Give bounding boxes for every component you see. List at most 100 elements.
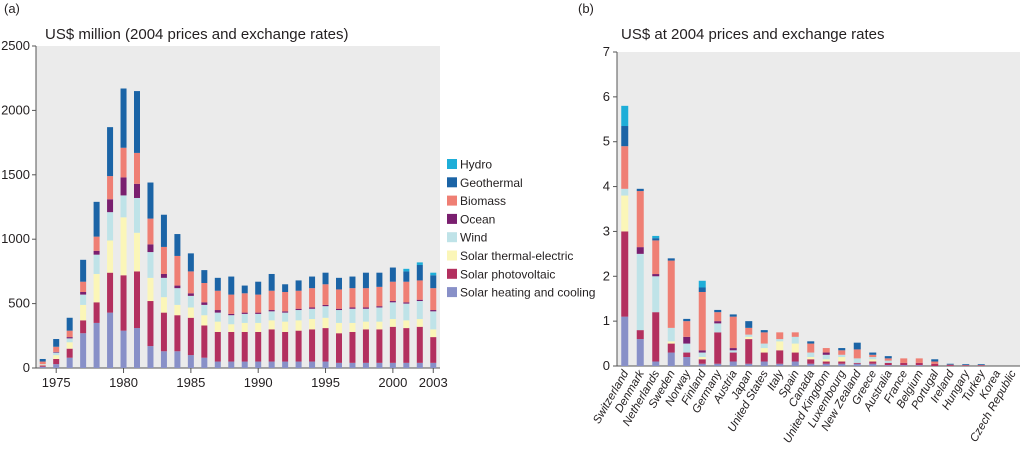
bar-ocean-1995 <box>322 304 329 307</box>
bar-wind-2002 <box>416 301 423 320</box>
bar-solar-photovoltaic-denmark <box>636 330 644 340</box>
panel-b-label: (b) <box>578 1 594 16</box>
bar-biomass-belgium <box>915 358 923 363</box>
bar-biomass-germany <box>714 312 722 322</box>
bar-solar-photovoltaic-austria <box>729 352 737 362</box>
bar-geothermal-1987 <box>214 277 221 291</box>
bar-ocean-1996 <box>336 308 342 311</box>
bar-solar-thermal-electric-2001 <box>403 320 410 329</box>
bar-solar-thermal-electric-1996 <box>336 322 342 334</box>
bar-biomass-canada <box>807 343 815 353</box>
bar-solar-thermal-electric-1979 <box>107 240 114 273</box>
bar-wind-luxembourg <box>838 354 846 358</box>
bar-geothermal-1988 <box>228 276 235 295</box>
panel-b-title: US$ at 2004 prices and exchange rates <box>621 26 885 43</box>
bar-ocean-2001 <box>403 302 410 304</box>
bar-solar-heating-and-cooling-1983 <box>160 351 167 368</box>
bar-solar-heating-and-cooling-1987 <box>214 361 221 368</box>
bar-geothermal-switzerland <box>621 126 629 147</box>
bar-wind-new-zealand <box>853 358 861 363</box>
bar-wind-1997 <box>349 308 356 323</box>
legend-label-solar-thermal-electric: Solar thermal-electric <box>460 249 573 263</box>
bar-geothermal-1984 <box>174 234 181 256</box>
bar-solar-photovoltaic-2003 <box>430 337 437 363</box>
bar-solar-thermal-electric-japan <box>745 336 753 340</box>
bar-solar-photovoltaic-1989 <box>241 331 248 362</box>
y-tick-label: 4 <box>603 179 610 194</box>
bar-wind-1983 <box>160 277 167 298</box>
bar-geothermal-1974 <box>39 358 46 362</box>
bar-hydro-2003 <box>430 272 437 276</box>
bar-geothermal-1997 <box>349 276 356 289</box>
bar-geothermal-germany <box>714 309 722 313</box>
bar-solar-thermal-electric-italy <box>776 341 784 351</box>
bar-biomass-1984 <box>174 255 181 286</box>
bar-geothermal-ireland <box>946 363 954 365</box>
bar-solar-photovoltaic-1978 <box>93 302 100 323</box>
bar-solar-photovoltaic-new-zealand <box>853 362 861 364</box>
legend-label-ocean: Ocean <box>460 212 495 226</box>
legend-swatch-solar-photovoltaic <box>447 268 457 279</box>
bar-ocean-netherlands <box>652 274 660 277</box>
bar-solar-photovoltaic-1977 <box>80 320 87 334</box>
bar-wind-1992 <box>282 312 289 322</box>
bar-solar-thermal-electric-1997 <box>349 322 356 332</box>
bar-solar-photovoltaic-1993 <box>295 330 302 362</box>
y-tick-label: 1000 <box>1 231 30 246</box>
bar-biomass-1987 <box>214 290 221 311</box>
bar-solar-thermal-electric-1987 <box>214 321 221 332</box>
bar-solar-thermal-electric-1977 <box>80 304 87 321</box>
bar-wind-1979 <box>107 212 114 241</box>
bar-geothermal-1998 <box>362 272 369 289</box>
bar-solar-thermal-electric-greece <box>869 359 877 362</box>
bar-solar-heating-and-cooling-switzerland <box>621 316 629 366</box>
bar-solar-photovoltaic-1974 <box>39 365 46 367</box>
bar-wind-1988 <box>228 315 235 325</box>
bar-solar-thermal-electric-2000 <box>389 319 396 327</box>
bar-geothermal-1992 <box>282 284 289 293</box>
bar-solar-photovoltaic-luxembourg <box>838 361 846 364</box>
bar-ocean-1981 <box>134 183 140 198</box>
bar-ocean-1997 <box>349 307 356 309</box>
bar-ocean-1975 <box>53 351 60 353</box>
bar-biomass-japan <box>745 327 753 335</box>
bar-geothermal-hungary <box>962 364 970 366</box>
bar-geothermal-2000 <box>389 267 396 282</box>
bar-biomass-1980 <box>120 147 127 178</box>
bar-geothermal-netherlands <box>652 238 660 241</box>
bar-hydro-2001 <box>403 268 410 272</box>
bar-wind-spain <box>791 336 799 344</box>
bar-solar-thermal-electric-finland <box>698 357 706 360</box>
bar-wind-1974 <box>39 364 46 365</box>
bar-solar-photovoltaic-1990 <box>255 331 262 362</box>
x-tick-label: 1990 <box>244 375 273 390</box>
bar-solar-thermal-electric-spain <box>791 343 799 353</box>
bar-solar-thermal-electric-1998 <box>362 321 369 330</box>
bar-solar-photovoltaic-1976 <box>66 348 73 358</box>
bar-ocean-2002 <box>416 299 423 302</box>
x-tick-label: 2000 <box>378 375 407 390</box>
bar-ocean-1994 <box>309 307 316 309</box>
bar-biomass-1988 <box>228 294 235 314</box>
legend-swatch-hydro <box>447 159 457 169</box>
bar-solar-thermal-electric-1999 <box>376 321 383 330</box>
bar-solar-photovoltaic-norway <box>683 352 691 358</box>
bar-biomass-italy <box>776 332 784 340</box>
bar-ocean-1977 <box>80 292 87 295</box>
bar-biomass-1989 <box>241 293 248 313</box>
bar-geothermal-norway <box>683 318 691 322</box>
panel-a-label: (a) <box>4 1 20 16</box>
bar-biomass-1997 <box>349 288 356 308</box>
bar-wind-1977 <box>80 294 87 305</box>
bar-solar-thermal-electric-1976 <box>66 342 73 349</box>
bar-wind-1996 <box>336 310 342 323</box>
bar-solar-photovoltaic-1999 <box>376 329 383 363</box>
bar-solar-photovoltaic-japan <box>745 339 753 364</box>
legend-swatch-biomass <box>447 195 457 206</box>
bar-ocean-1988 <box>228 313 235 316</box>
bar-solar-photovoltaic-1998 <box>362 329 369 363</box>
bar-solar-photovoltaic-finland <box>698 359 706 364</box>
bar-solar-heating-and-cooling-1999 <box>376 362 383 368</box>
y-tick-label: 2000 <box>1 102 30 117</box>
bar-biomass-1983 <box>160 246 167 274</box>
